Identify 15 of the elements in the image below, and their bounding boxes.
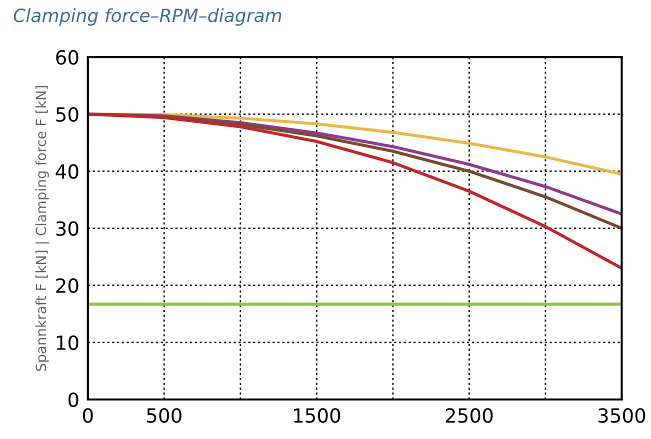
y-tick-label: 20 <box>56 278 78 294</box>
y-tick-label: 10 <box>56 335 78 350</box>
line-series <box>88 112 622 270</box>
y-tick-label: 0 <box>68 392 78 408</box>
x-tick-label: 500 <box>147 408 182 423</box>
x-tick-label: 2500 <box>446 408 493 423</box>
x-tick-label: 1500 <box>294 408 340 423</box>
chart-title: Clamping force–RPM–diagram <box>14 8 282 26</box>
x-tick-label: 0 <box>82 408 93 423</box>
y-tick-label: 50 <box>56 107 78 122</box>
x-tick-label: 3500 <box>598 408 646 423</box>
y-axis-title: Spannkraft F [kN] | Clamping force F [kN] <box>35 86 50 371</box>
y-tick-label: 30 <box>56 221 78 236</box>
y-tick-label: 60 <box>56 50 78 65</box>
y-tick-label: 40 <box>56 164 78 179</box>
